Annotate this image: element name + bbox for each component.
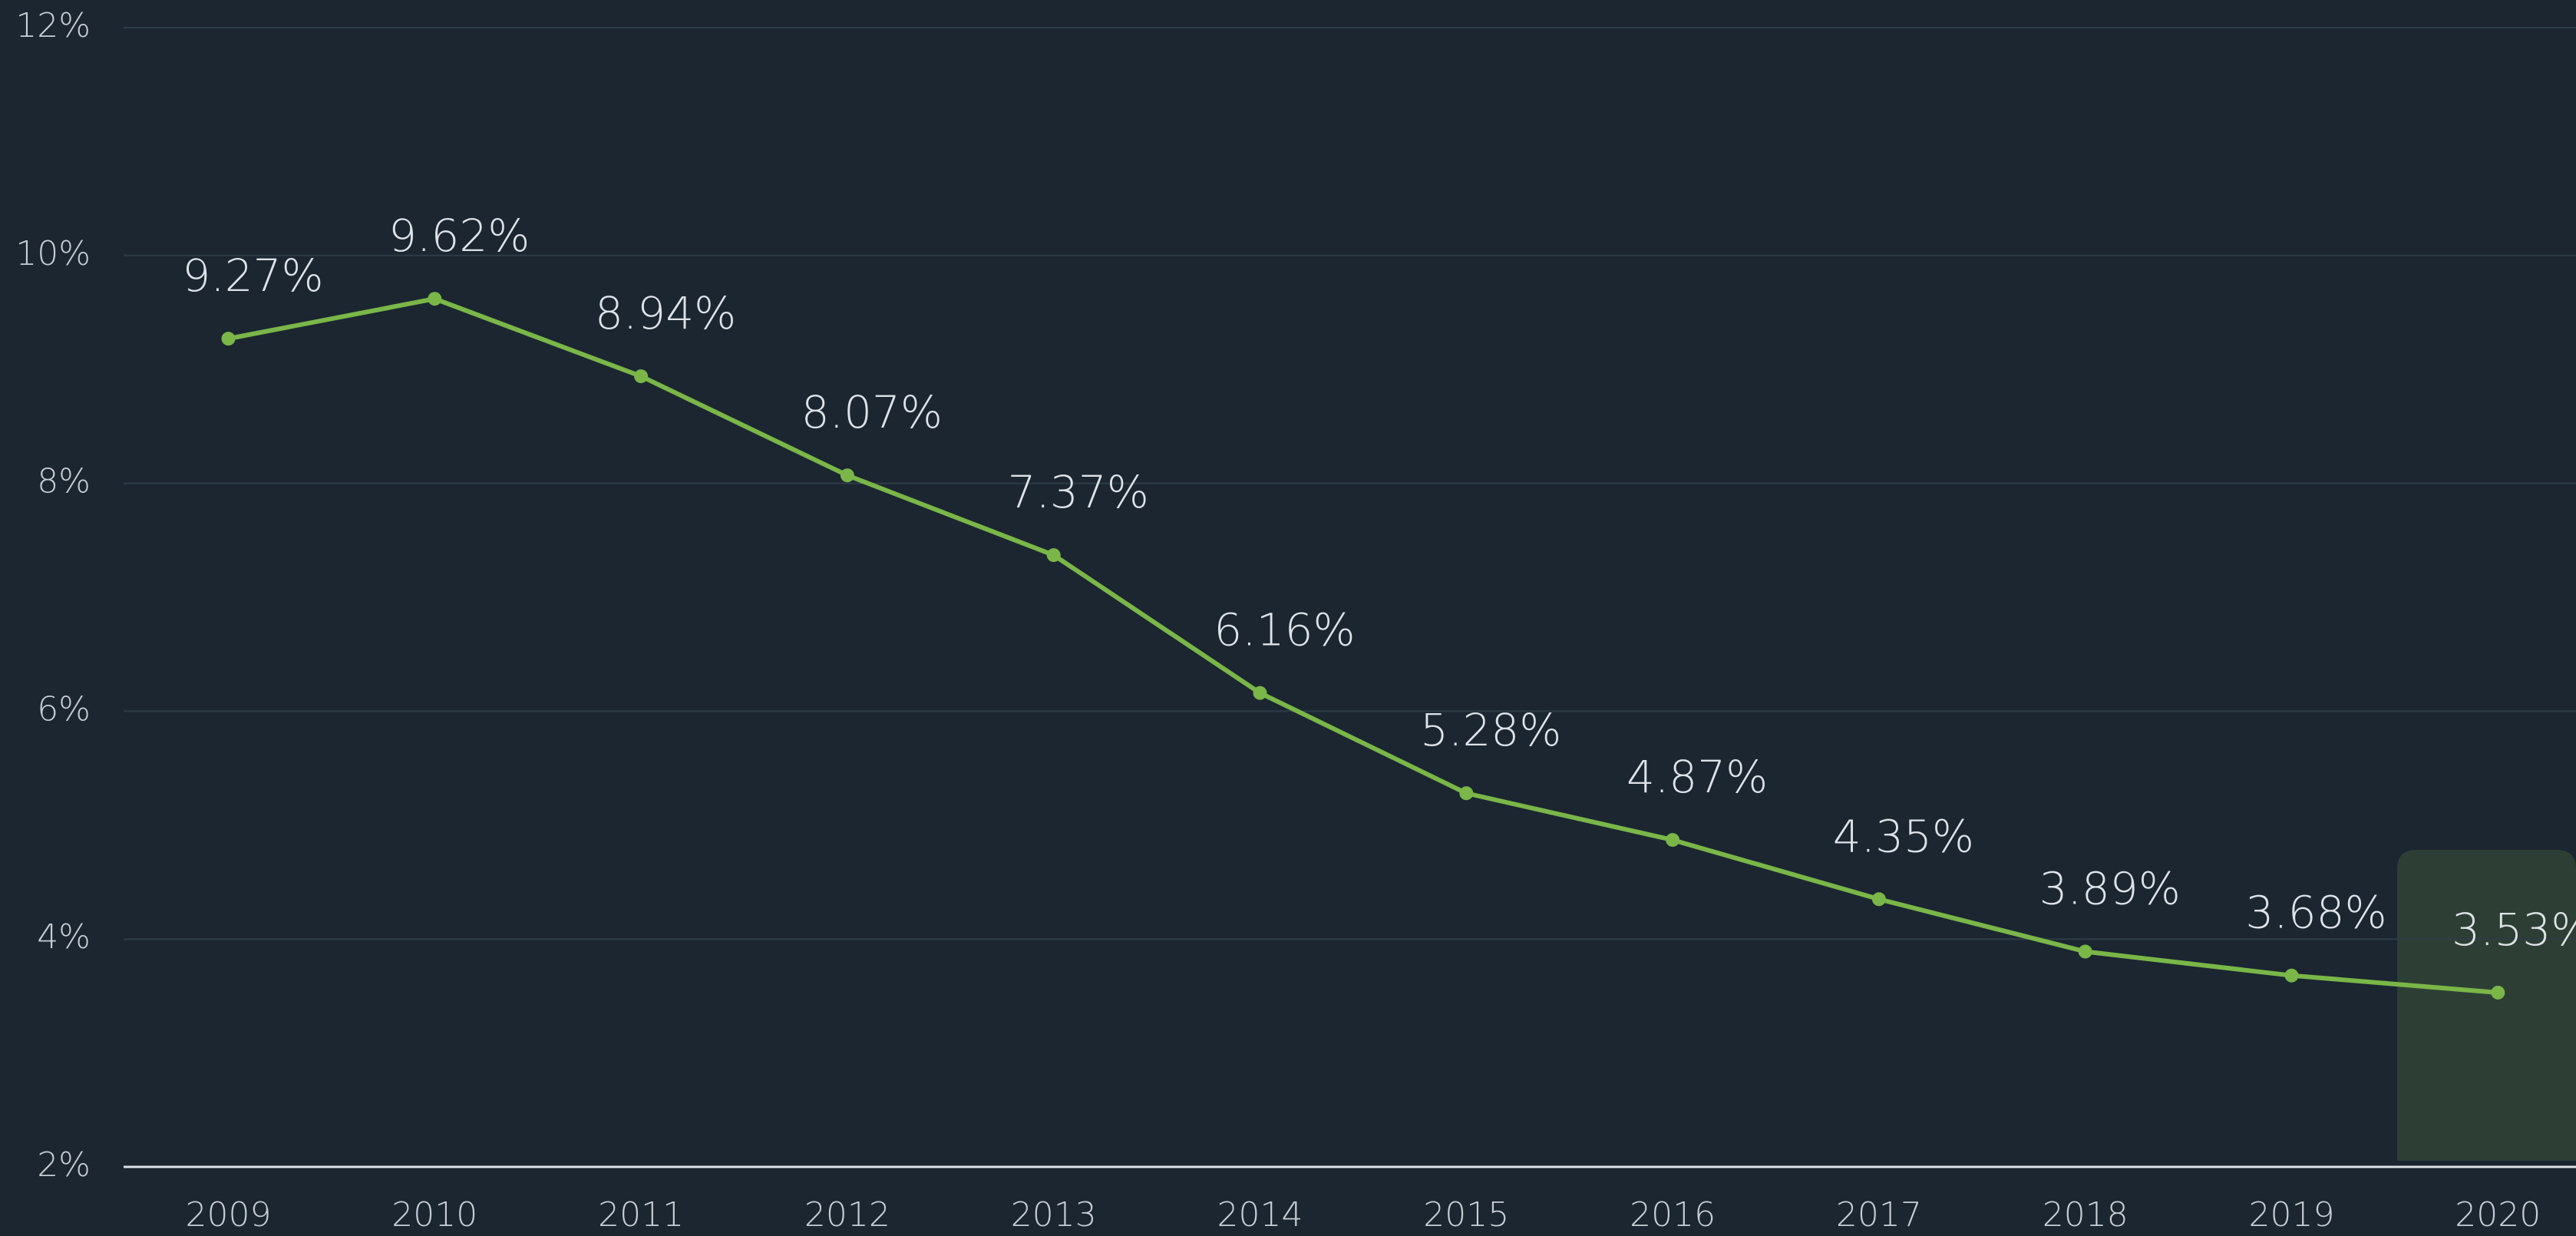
y-tick-label: 4% bbox=[37, 917, 91, 957]
data-label: 8.07% bbox=[801, 386, 943, 438]
highlight-box bbox=[2397, 850, 2576, 1161]
y-tick-label: 6% bbox=[37, 689, 91, 729]
data-label: 4.87% bbox=[1627, 751, 1768, 803]
point bbox=[2078, 944, 2092, 959]
data-label: 5.28% bbox=[1420, 704, 1561, 756]
data-label: 9.27% bbox=[182, 250, 323, 302]
x-tick-label: 2014 bbox=[1217, 1195, 1303, 1234]
data-label: 6.16% bbox=[1214, 604, 1355, 656]
y-tick-label: 10% bbox=[15, 234, 91, 273]
data-label: 3.68% bbox=[2245, 887, 2386, 939]
point bbox=[840, 468, 854, 483]
point bbox=[2491, 985, 2505, 1000]
x-tick-label: 2010 bbox=[391, 1195, 477, 1234]
data-label: 4.35% bbox=[1833, 810, 1974, 862]
x-tick-label: 2020 bbox=[2455, 1195, 2541, 1234]
point bbox=[634, 369, 649, 384]
data-label: 7.37% bbox=[1008, 466, 1149, 518]
point bbox=[1253, 686, 1267, 700]
x-tick-label: 2018 bbox=[2043, 1195, 2129, 1234]
point bbox=[1871, 892, 1886, 907]
x-tick-label: 2011 bbox=[598, 1195, 684, 1234]
x-tick-label: 2017 bbox=[1836, 1195, 1922, 1234]
x-tick-label: 2009 bbox=[186, 1195, 272, 1234]
y-tick-label: 2% bbox=[37, 1145, 91, 1185]
line bbox=[227, 296, 2498, 995]
x-tick-label: 2019 bbox=[2249, 1195, 2335, 1234]
x-tick-label: 2015 bbox=[1423, 1195, 1509, 1234]
data-label: 3.89% bbox=[2039, 863, 2181, 915]
point bbox=[221, 332, 236, 346]
y-tick-label: 8% bbox=[37, 462, 91, 501]
point bbox=[1046, 548, 1061, 563]
x-tick-label: 2012 bbox=[804, 1195, 890, 1234]
point bbox=[428, 292, 442, 306]
data-label: 8.94% bbox=[595, 287, 736, 339]
y-tick-label: 12% bbox=[15, 6, 91, 45]
data-label: 9.62% bbox=[388, 210, 530, 262]
point bbox=[1459, 786, 1474, 801]
point bbox=[1666, 833, 1680, 848]
data-label: 3.53% bbox=[2452, 904, 2576, 956]
point bbox=[2284, 968, 2299, 983]
x-tick-label: 2016 bbox=[1630, 1195, 1716, 1234]
x-tick-label: 2013 bbox=[1011, 1195, 1097, 1234]
